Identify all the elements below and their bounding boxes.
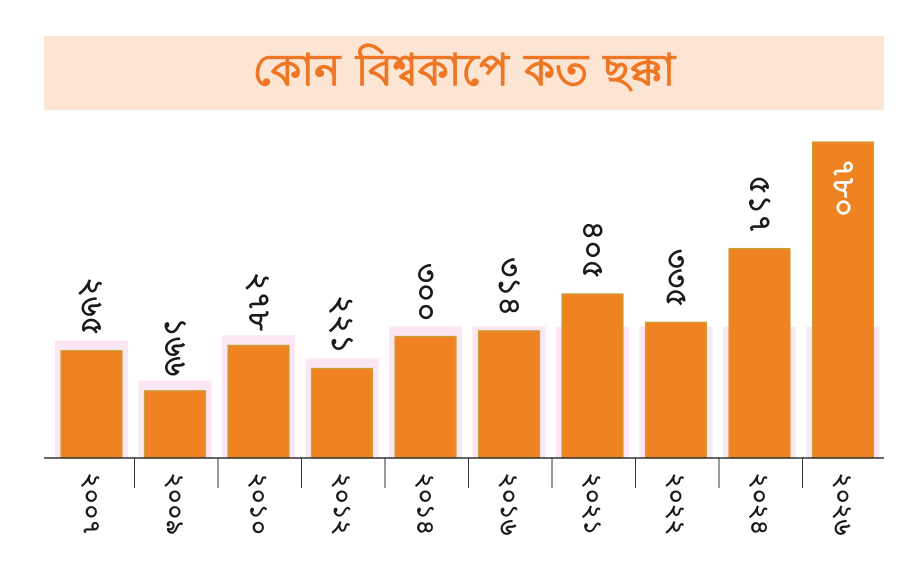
x-axis-ticks	[134, 458, 803, 488]
value-labels: ২৬৫ ১৬৬ ২৭৮ ২২১ ৩০০ ৩১৪ ৪০৫ ৩৩৫ ৫১৭ ৭৮০	[74, 159, 861, 377]
bar	[310, 367, 374, 459]
bar	[728, 247, 791, 459]
x-tick-label: ২০১০	[245, 473, 273, 535]
bar	[60, 350, 123, 459]
bar	[477, 330, 541, 459]
value-label: ২৬৫	[74, 277, 109, 335]
x-tick-label: ২০০৭	[78, 473, 106, 535]
bar	[227, 344, 290, 459]
x-tick-label: ২০১৪	[412, 473, 440, 535]
value-label: ৩১৪	[492, 258, 527, 316]
bars	[60, 141, 875, 459]
value-label: ৩০০	[408, 263, 443, 322]
x-tick-label: ২০২২	[662, 473, 690, 535]
bar	[394, 335, 457, 459]
value-label: ১৬৬	[158, 318, 193, 377]
value-label: ৩৩৫	[659, 249, 694, 307]
title-banner: কোন বিশ্বকাপে কত ছক্কা	[44, 36, 884, 110]
value-label: ২২১	[325, 295, 360, 353]
x-tick-label: ২০০৯	[161, 473, 189, 535]
x-tick-label: ২০১২	[328, 473, 356, 535]
value-label: ৭৮০	[826, 159, 861, 217]
x-tick-label: ২০২৬	[829, 473, 857, 536]
bar	[561, 293, 624, 459]
x-axis-labels: ২০০৭ ২০০৯ ২০১০ ২০১২ ২০১৪ ২০১৬ ২০২১ ২০২২ ২০২৪ ২০২৬	[78, 473, 858, 536]
chart-title: কোন বিশ্বকাপে কত ছক্কা	[252, 44, 676, 96]
x-tick-label: ২০১৬	[495, 473, 523, 536]
value-label: ২৭৮	[241, 272, 276, 331]
x-tick-label: ২০২১	[579, 473, 607, 535]
value-label: ৫১৭	[742, 175, 777, 233]
bar	[143, 390, 207, 459]
bar	[811, 141, 875, 459]
value-label: ৪০৫	[575, 221, 610, 279]
x-tick-label: ২০২৪	[746, 473, 774, 535]
bar	[644, 321, 708, 459]
